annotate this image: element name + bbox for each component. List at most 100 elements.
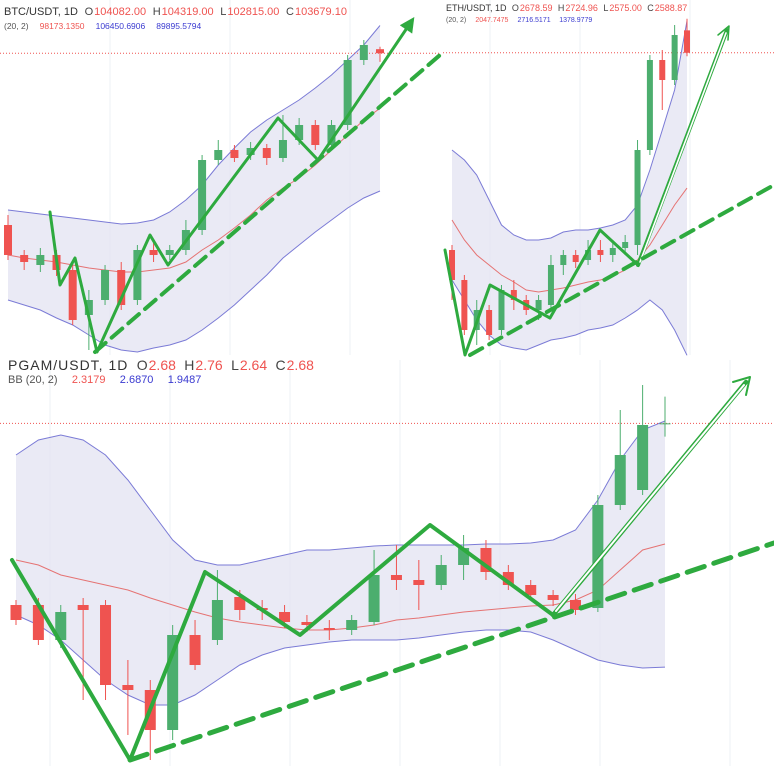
candle-body	[343, 60, 352, 125]
band-fill	[8, 25, 380, 352]
candle-body	[246, 148, 255, 155]
candle-body	[659, 60, 666, 80]
indicator-label: (20, 2)	[446, 17, 466, 24]
chart-title: ETH/USDT, 1D	[446, 3, 507, 13]
indicator-value: 89895.5794	[156, 21, 201, 31]
ohlc-value: 2588.87	[655, 3, 688, 13]
trend-path	[10, 523, 555, 762]
indicator-header: (20, 2) 98173.1350 106450.6906 89895.5794	[4, 21, 201, 31]
arrow-head	[732, 376, 751, 396]
ohlc-letter: O	[137, 357, 148, 373]
candle-body	[480, 548, 492, 572]
band-upper	[451, 20, 688, 241]
ohlc-value: 2724.96	[565, 3, 598, 13]
candle-body	[684, 30, 690, 53]
band-lower	[451, 279, 688, 356]
candle-body	[278, 140, 287, 158]
candle-body	[4, 225, 12, 255]
candle-body	[100, 605, 112, 685]
band-lower	[15, 614, 666, 706]
indicator-value: 2716.5171	[518, 17, 551, 24]
candle-body	[609, 248, 616, 255]
candle-body	[211, 600, 223, 640]
candle-body	[36, 255, 45, 265]
candle-body	[637, 425, 649, 490]
candle-body	[646, 60, 653, 150]
indicator-value: 2047.7475	[475, 17, 508, 24]
indicator-value: 106450.6906	[96, 21, 146, 31]
ohlc-letter: C	[286, 6, 294, 18]
ohlc-letter: L	[603, 3, 608, 13]
candle-body	[390, 575, 402, 580]
candle-body	[510, 290, 517, 300]
candle-body	[214, 150, 223, 160]
indicator-value: 2.6870	[120, 374, 154, 386]
chart-header: PGAM/USDT, 1D O2.68 H2.76 L2.64 C2.68	[8, 357, 314, 373]
candle-body	[569, 600, 581, 610]
candle-body	[461, 280, 468, 330]
candle-body	[20, 255, 29, 262]
trend-path	[48, 17, 415, 354]
ohlc-value: 2.76	[195, 357, 222, 373]
band-fill	[452, 20, 687, 356]
candle-body	[311, 125, 320, 145]
candle-body	[547, 595, 559, 600]
band-middle	[15, 543, 666, 631]
candle-body	[368, 575, 380, 622]
ohlc-letter: O	[85, 6, 94, 18]
candle-body	[234, 597, 246, 610]
candle-body	[560, 255, 567, 265]
indicator-value: 1378.9779	[559, 17, 592, 24]
candle-body	[117, 270, 126, 305]
candle-body	[262, 148, 271, 158]
candle-body	[84, 300, 93, 315]
indicator-header: (20, 2) 2047.7475 2716.5171 1378.9779	[446, 17, 592, 24]
chart-title: PGAM/USDT, 1D	[8, 357, 128, 373]
ohlc-value: 2678.59	[520, 3, 553, 13]
candle-body	[149, 250, 158, 255]
band-upper	[15, 420, 666, 566]
candle-body	[295, 125, 304, 140]
trend-line	[93, 53, 442, 354]
indicator-value: 2.3179	[72, 374, 106, 386]
candle-body	[122, 685, 134, 690]
candle-body	[167, 635, 179, 730]
annotations	[10, 17, 774, 763]
candle-body	[101, 270, 110, 300]
ohlc-value: 2.68	[149, 357, 176, 373]
indicator-label: (20, 2)	[4, 21, 29, 31]
candle-body	[572, 255, 579, 262]
candle-body	[376, 49, 384, 54]
candle-body	[585, 250, 592, 260]
candle-body	[659, 423, 671, 425]
trend-arrow	[639, 32, 727, 263]
trend-line	[127, 540, 774, 763]
candle-body	[68, 270, 77, 320]
candle-body	[133, 250, 142, 300]
trend-path	[443, 228, 640, 357]
ohlc-letter: L	[231, 357, 239, 373]
candle-body	[413, 580, 425, 585]
candle-body	[189, 635, 201, 665]
candle-body	[458, 548, 470, 565]
ohlc-value: 2575.00	[609, 3, 642, 13]
candle-body	[346, 620, 358, 630]
candle-body	[55, 612, 67, 640]
candle-body	[323, 628, 335, 630]
ohlc-letter: C	[647, 3, 654, 13]
band-upper	[7, 25, 381, 225]
candle-body	[230, 150, 239, 158]
candle-body	[435, 565, 447, 585]
candle-body	[671, 35, 678, 80]
ohlc-value: 103679.10	[295, 6, 347, 18]
candle-body	[32, 605, 44, 640]
candle-body	[634, 150, 641, 245]
ohlc-value: 2.68	[287, 357, 314, 373]
candle-body	[535, 300, 542, 310]
chart-header: BTC/USDT, 1D O104082.00 H104319.00 L102815.…	[4, 6, 347, 18]
candle-body	[301, 622, 313, 625]
candle-body	[327, 125, 336, 145]
arrow-head	[717, 25, 730, 41]
